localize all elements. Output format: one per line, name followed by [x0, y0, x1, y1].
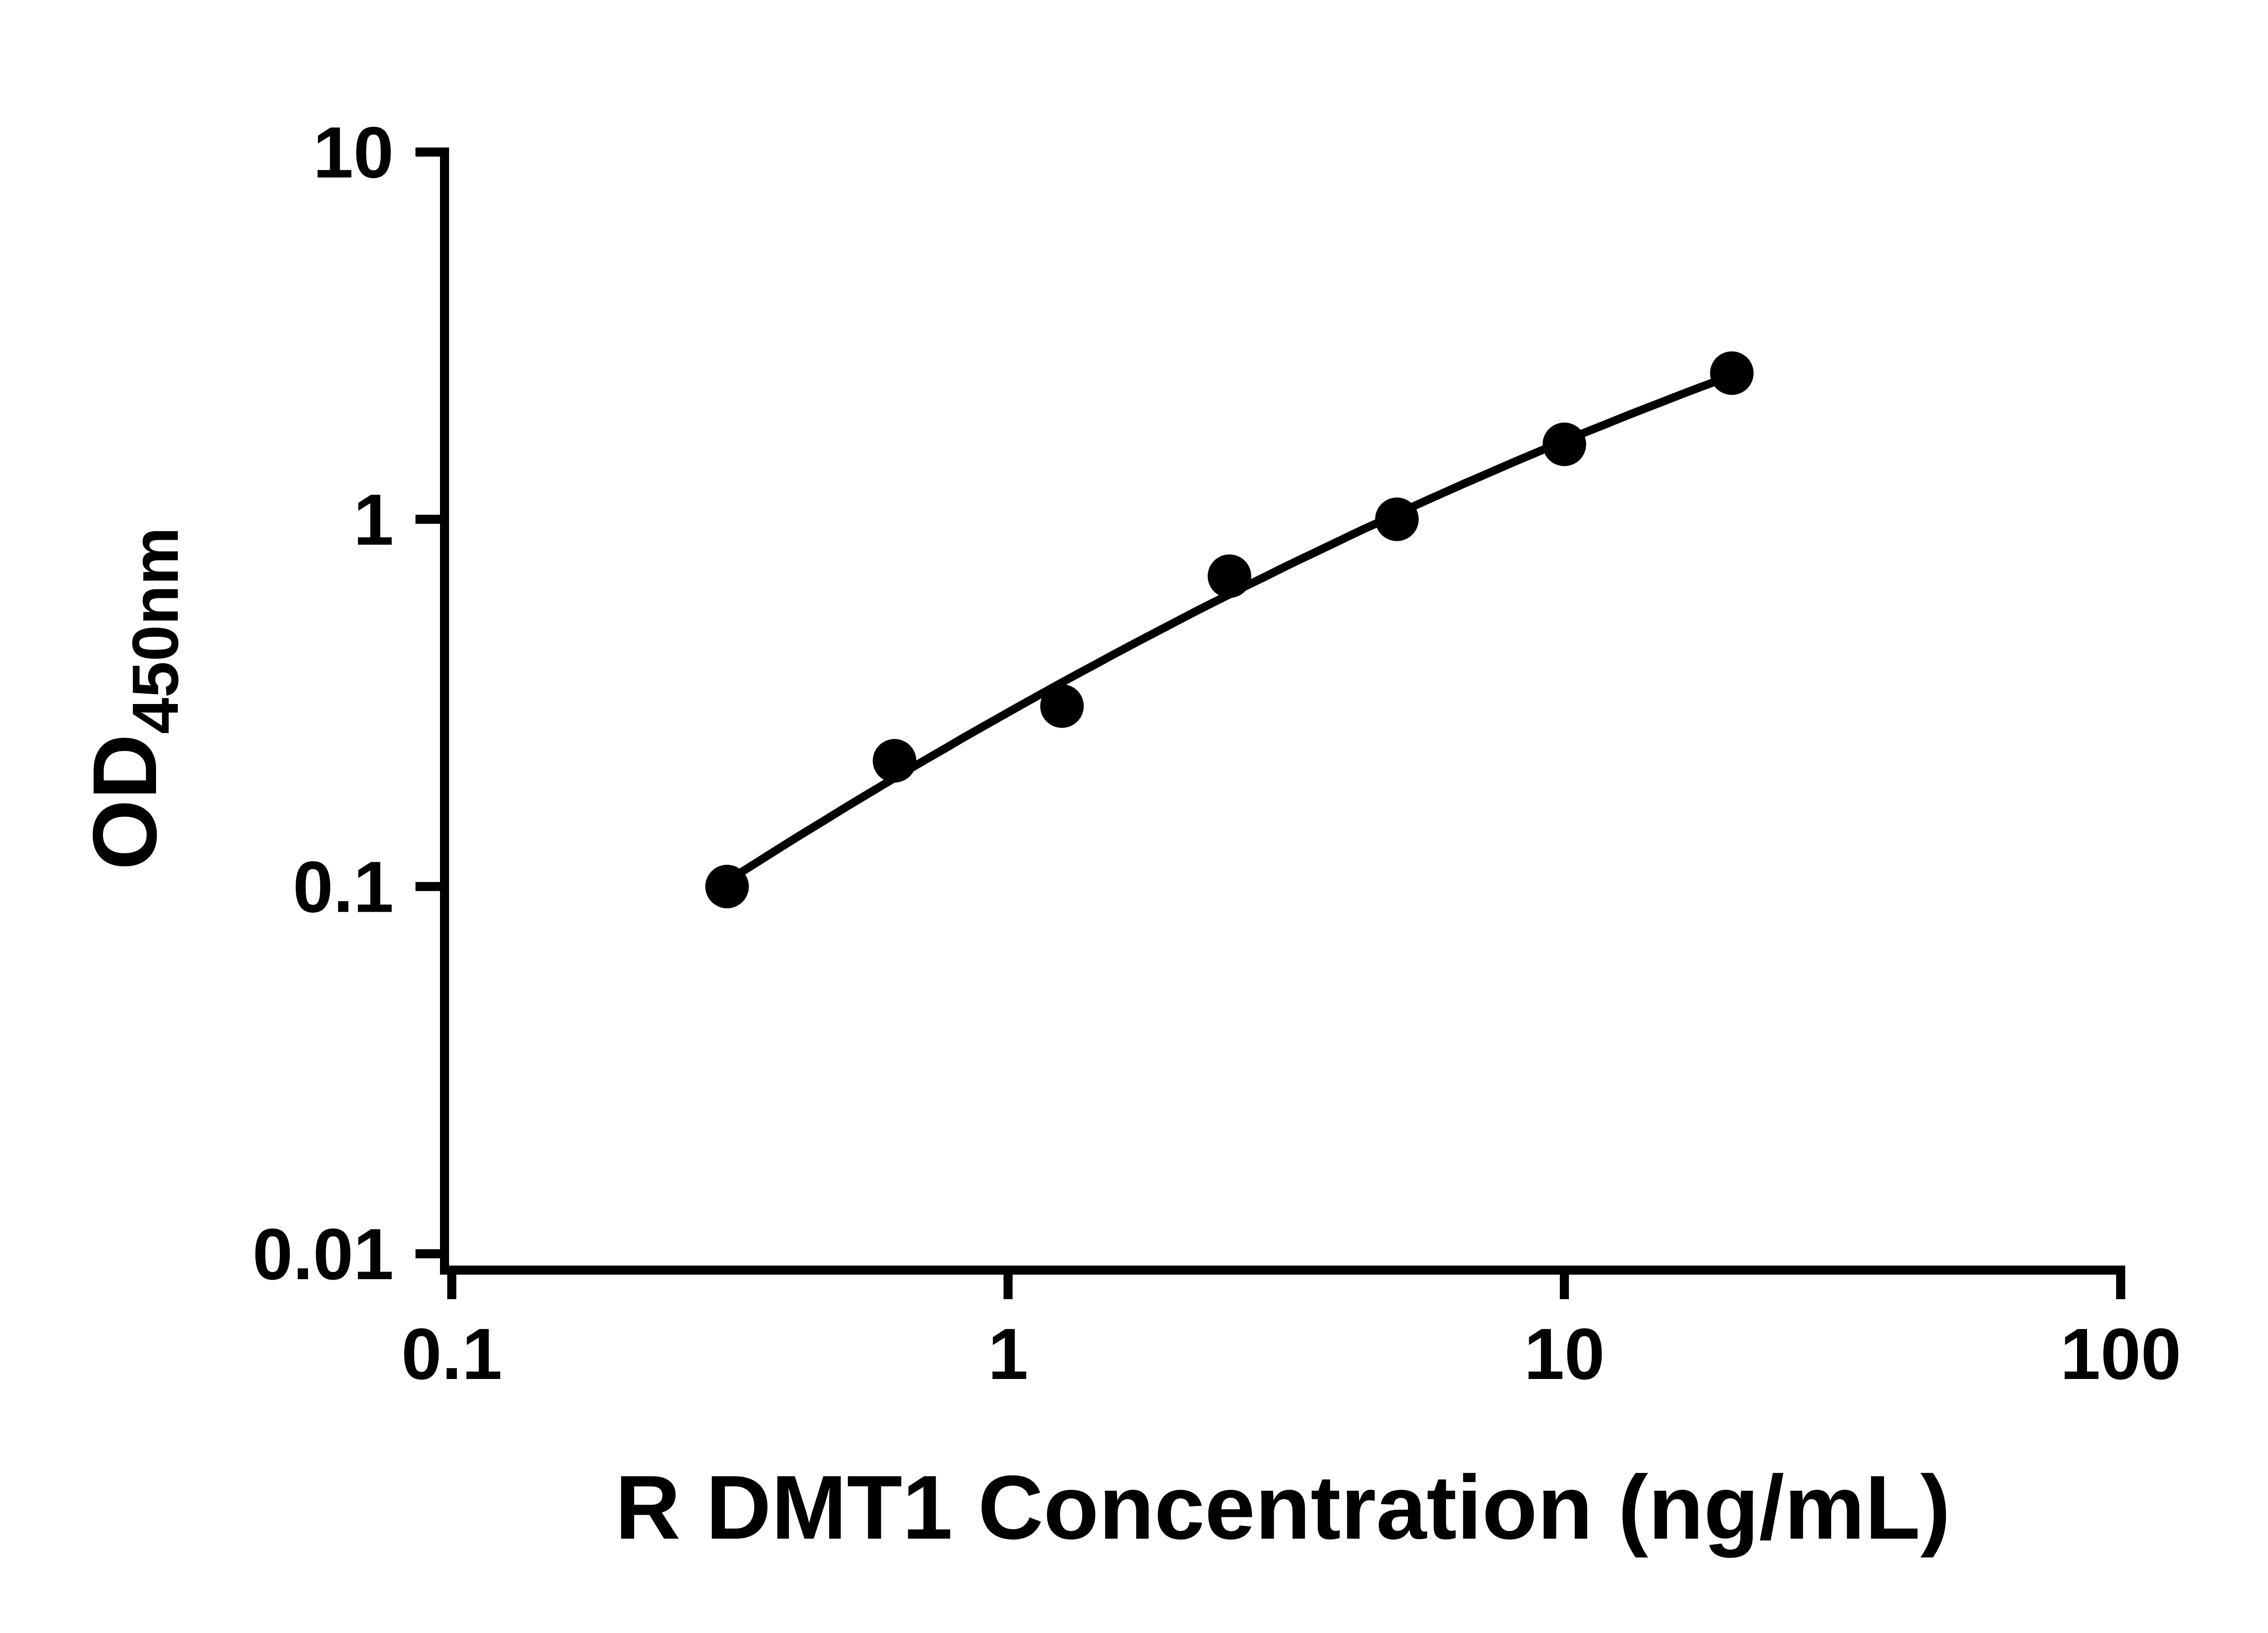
data-point	[1710, 351, 1754, 395]
y-tick-label: 0.1	[293, 846, 394, 927]
y-axis-title: OD450nm	[74, 527, 192, 870]
data-point	[1207, 554, 1251, 598]
x-axis-title: R DMT1 Concentration (ng/mL)	[615, 1457, 1950, 1558]
data-point	[705, 865, 749, 909]
x-tick-label: 1	[988, 1313, 1028, 1394]
data-point	[873, 739, 917, 783]
y-axis-title-sub: 450nm	[119, 527, 192, 734]
y-tick-label: 1	[353, 479, 394, 560]
y-axis-title-main: OD	[74, 734, 176, 870]
y-tick-label: 0.01	[253, 1213, 394, 1295]
data-point	[1040, 684, 1084, 728]
data-point	[1375, 497, 1419, 541]
x-tick-label: 10	[1524, 1313, 1605, 1394]
x-tick-label: 100	[2060, 1313, 2181, 1394]
y-tick-label: 10	[313, 112, 394, 193]
x-tick-label: 0.1	[401, 1313, 502, 1394]
data-point	[1542, 422, 1586, 466]
